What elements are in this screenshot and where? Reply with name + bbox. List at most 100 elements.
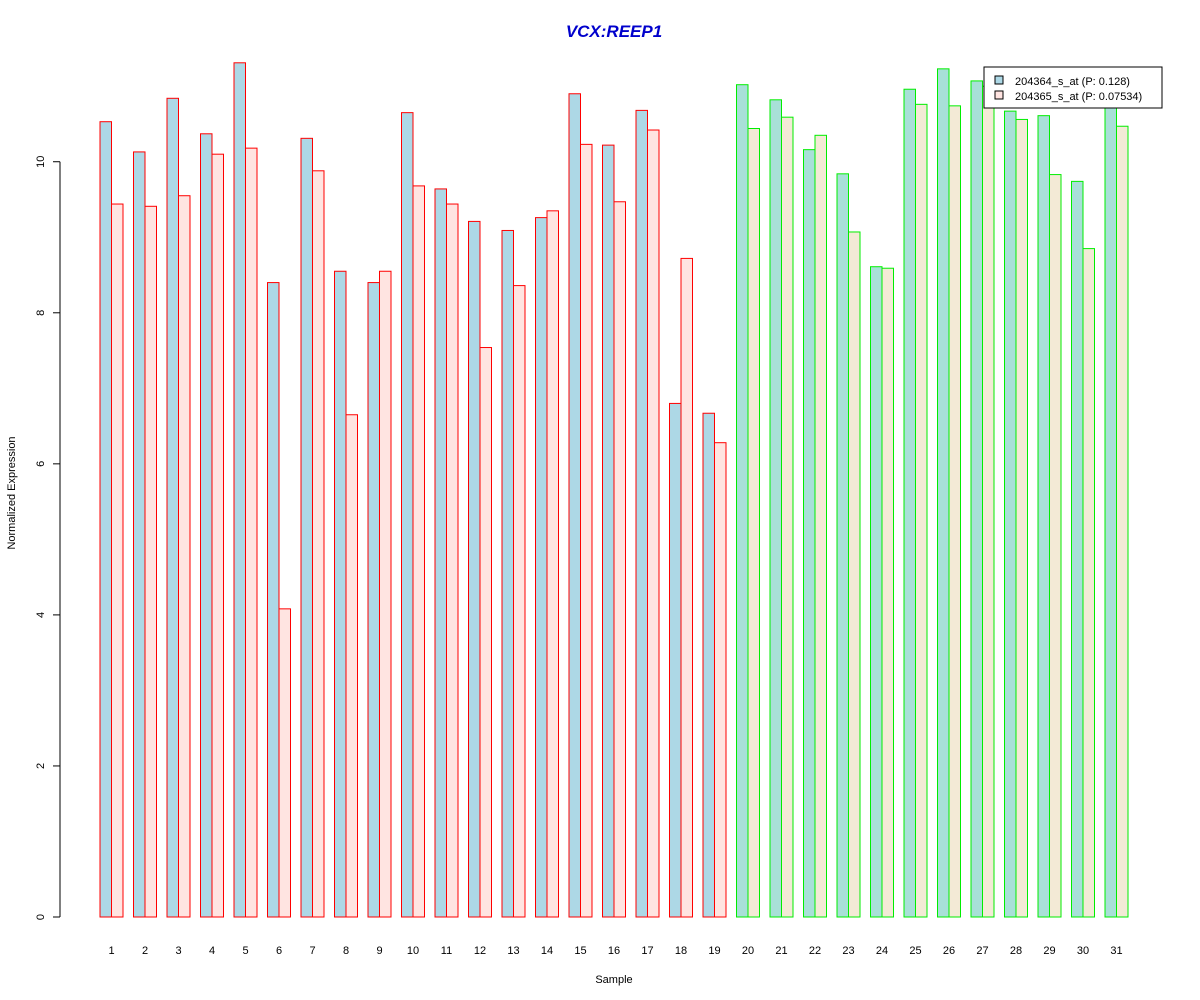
x-tick-label: 21 (775, 945, 787, 957)
x-tick-label: 9 (376, 945, 382, 957)
x-tick-label: 17 (641, 945, 653, 957)
bars (99, 62, 1129, 918)
bar-series-1-sample-2 (133, 151, 146, 918)
bar-series-1-sample-14 (535, 217, 548, 918)
y-axis: 0 2 4 6 8 10 (35, 156, 61, 920)
bar-series-1-sample-11 (434, 188, 447, 918)
bar-series-2-sample-22 (814, 134, 827, 918)
x-tick-label: 22 (809, 945, 821, 957)
legend-label-series-2: 204365_s_at (P: 0.07534) (1015, 91, 1142, 103)
x-tick-label: 5 (242, 945, 248, 957)
x-tick-label: 14 (541, 945, 553, 957)
x-tick-label: 28 (1010, 945, 1022, 957)
bar-series-2-sample-31 (1116, 125, 1129, 918)
bar-series-2-sample-10 (412, 185, 425, 918)
x-tick-label: 11 (441, 945, 452, 957)
x-tick-label: 29 (1043, 945, 1055, 957)
bar-series-2-sample-28 (1015, 118, 1028, 918)
y-tick-label: 10 (35, 156, 47, 168)
x-tick-label: 7 (309, 945, 315, 957)
bar-series-1-sample-19 (702, 412, 715, 918)
bar-series-1-sample-27 (970, 80, 983, 918)
bar-series-1-sample-22 (803, 149, 816, 918)
legend-swatch-series-1 (994, 75, 1004, 85)
x-tick-label: 24 (876, 945, 888, 957)
bar-series-1-sample-26 (937, 68, 950, 918)
bar-series-1-sample-16 (602, 144, 615, 918)
y-tick-label: 4 (35, 612, 47, 618)
x-tick-label: 27 (976, 945, 988, 957)
bar-series-2-sample-26 (948, 105, 961, 918)
x-tick-label: 15 (574, 945, 586, 957)
bar-series-1-sample-10 (401, 112, 414, 918)
bar-series-1-sample-31 (1104, 106, 1117, 918)
bar-series-2-sample-6 (278, 608, 291, 918)
bar-series-2-sample-4 (211, 153, 224, 918)
x-tick-label: 19 (708, 945, 720, 957)
bar-series-2-sample-17 (647, 129, 660, 918)
bar-series-1-sample-3 (166, 97, 179, 918)
bar-series-1-sample-23 (836, 173, 849, 918)
bar-series-2-sample-7 (312, 170, 325, 918)
x-tick-labels: 1 2 3 4 5 6 7 8 9 10 11 12 13 14 15 16 17 18 19 20 21 22 23 24 2… (108, 945, 1122, 957)
bar-series-2-sample-8 (345, 414, 358, 918)
y-tick-label: 8 (35, 310, 47, 316)
bar-series-1-sample-6 (267, 282, 280, 918)
bar-series-2-sample-25 (915, 103, 928, 918)
bar-series-1-sample-12 (468, 220, 481, 918)
x-tick-label: 20 (742, 945, 754, 957)
bar-series-2-sample-24 (881, 267, 894, 918)
x-tick-label: 10 (407, 945, 419, 957)
legend-swatch-series-2 (994, 90, 1004, 100)
bar-series-1-sample-21 (769, 99, 782, 918)
bar-series-1-sample-17 (635, 109, 648, 918)
bar-series-1-sample-4 (200, 133, 213, 918)
bar-series-2-sample-13 (513, 285, 526, 918)
bar-series-2-sample-27 (982, 85, 995, 918)
bar-series-2-sample-15 (580, 143, 593, 918)
bar-series-2-sample-19 (714, 442, 727, 918)
legend: 204364_s_at (P: 0.128) 204365_s_at (P: 0… (983, 66, 1163, 109)
x-tick-label: 6 (276, 945, 282, 957)
bar-series-1-sample-28 (1004, 110, 1017, 918)
y-tick-label: 2 (35, 763, 47, 769)
legend-box (983, 66, 1163, 109)
bar-series-1-sample-20 (736, 84, 749, 918)
bar-series-2-sample-29 (1049, 174, 1062, 918)
y-tick-label: 0 (35, 914, 47, 920)
bar-series-1-sample-8 (334, 270, 347, 918)
bar-series-1-sample-5 (233, 62, 246, 918)
x-tick-label: 4 (209, 945, 215, 957)
bar-series-2-sample-3 (178, 195, 191, 918)
bar-series-2-sample-20 (747, 128, 760, 918)
bar-series-2-sample-5 (245, 147, 258, 918)
x-tick-label: 1 (108, 945, 114, 957)
x-tick-label: 30 (1077, 945, 1089, 957)
bar-series-1-sample-7 (300, 137, 313, 918)
x-tick-label: 8 (343, 945, 349, 957)
x-axis-label: Sample (595, 974, 632, 986)
bar-series-2-sample-11 (446, 203, 459, 918)
bar-series-1-sample-1 (99, 121, 112, 918)
x-tick-label: 18 (675, 945, 687, 957)
bar-series-1-sample-15 (568, 93, 581, 918)
bar-series-1-sample-18 (669, 402, 682, 918)
bar-series-2-sample-16 (613, 201, 626, 918)
bar-series-1-sample-30 (1071, 180, 1084, 918)
bar-series-2-sample-1 (111, 203, 124, 918)
x-tick-label: 25 (909, 945, 921, 957)
x-tick-label: 31 (1110, 945, 1122, 957)
bar-series-1-sample-13 (501, 229, 514, 918)
bar-series-2-sample-12 (479, 347, 492, 918)
bar-series-2-sample-9 (379, 270, 392, 918)
x-tick-label: 26 (943, 945, 955, 957)
bar-series-2-sample-30 (1082, 248, 1095, 918)
bar-series-1-sample-9 (367, 282, 380, 918)
legend-label-series-1: 204364_s_at (P: 0.128) (1015, 76, 1130, 88)
bar-series-2-sample-21 (781, 116, 794, 918)
x-tick-label: 23 (842, 945, 854, 957)
bar-series-1-sample-24 (870, 266, 883, 918)
x-tick-label: 13 (507, 945, 519, 957)
bar-series-2-sample-14 (546, 210, 559, 918)
